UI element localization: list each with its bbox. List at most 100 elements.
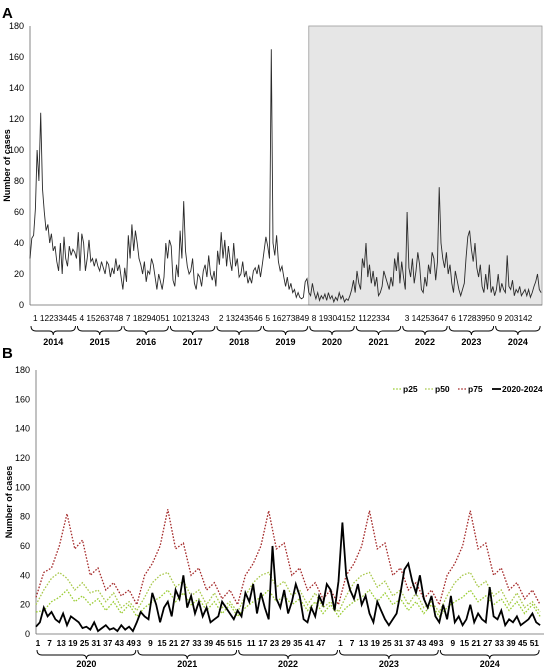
panel-b-week-tick-label: 35	[293, 638, 303, 648]
panel-b-week-tick-label: 15	[157, 638, 167, 648]
panel-b-week-tick-label: 39	[204, 638, 214, 648]
panel-a-week-tick-label: 3 14253647	[405, 313, 449, 323]
panel-b-year-brace	[439, 649, 540, 660]
panel-b-week-tick-label: 23	[270, 638, 280, 648]
panel-b-week-tick-label: 9	[148, 638, 153, 648]
panel-b-y-axis: 0 20 40 60 80 100 120 140 160 180	[15, 365, 30, 639]
panel-a-year-label: 2017	[183, 337, 203, 347]
panel-b-week-tick-label: 43	[115, 638, 125, 648]
panel-a-year-label: 2021	[368, 337, 388, 347]
panel-b-week-tick-label: 45	[216, 638, 226, 648]
panel-b-week-tick-label: 19	[371, 638, 381, 648]
panel-b-week-tick-label: 47	[316, 638, 326, 648]
panel-b-week-tick-label: 3	[439, 638, 444, 648]
panel-b-week-tick-label: 19	[68, 638, 78, 648]
legend-label-p50: p50	[435, 384, 450, 394]
panel-a-y-tick-label: 160	[9, 52, 24, 62]
panel-b-y-tick-label: 60	[20, 541, 30, 551]
panel-b-year-label: 2023	[379, 659, 399, 669]
panel-b-series-p75	[35, 509, 541, 607]
panel-a-year-label: 2024	[508, 337, 528, 347]
panel-b-week-tick-label: 1	[36, 638, 41, 648]
panel-b-legend: p25 p50 p75 2020-2024	[393, 384, 543, 394]
panel-a-year-brace	[495, 325, 541, 336]
panel-b-series-2020-2024	[35, 522, 541, 633]
panel-a-year-label: 2015	[90, 337, 110, 347]
panel-a-year-brace	[309, 325, 355, 336]
panel-b-week-tick-label: 51	[227, 638, 237, 648]
panel-b-week-tick-label: 27	[181, 638, 191, 648]
panel-b-week-tick-label: 17	[258, 638, 268, 648]
panel-b-y-tick-label: 120	[15, 453, 30, 463]
panel-b-week-tick-label: 33	[192, 638, 202, 648]
panel-b-week-tick-label: 33	[495, 638, 505, 648]
panel-b-week-tick-label: 9	[451, 638, 456, 648]
legend-label-p25: p25	[403, 384, 418, 394]
panel-b-series-lines	[35, 509, 541, 633]
panel-a-week-tick-label: 6 17283950	[451, 313, 495, 323]
panel-b-week-tick-label: 49	[429, 638, 439, 648]
panel-b-y-axis-label: Number of cases	[4, 466, 14, 539]
panel-b-week-tick-label: 27	[483, 638, 493, 648]
panel-b-week-tick-label: 7	[47, 638, 52, 648]
panel-a-year-label: 2014	[43, 337, 63, 347]
panel-b-week-tick-label: 13	[57, 638, 67, 648]
panel-b-week-tick-label: 39	[506, 638, 516, 648]
panel-a-week-tick-label: 1 12233445	[33, 313, 77, 323]
panel-b-year-brace	[339, 649, 439, 660]
panel-a: A 0 20 40 60 80 100 120 140 160 180 Number of cas…	[2, 5, 543, 347]
panel-a-y-tick-label: 60	[14, 207, 24, 217]
panel-a-label: A	[2, 5, 13, 22]
panel-a-series-line	[29, 49, 542, 304]
legend-label-2020-2024: 2020-2024	[502, 384, 543, 394]
panel-a-y-tick-label: 140	[9, 83, 24, 93]
panel-a-year-brace	[123, 325, 169, 336]
panel-b-week-tick-label: 43	[417, 638, 427, 648]
panel-b-series-p25	[35, 588, 541, 618]
panel-b-week-tick-label: 51	[530, 638, 540, 648]
panel-b-week-tick-label: 25	[382, 638, 392, 648]
panel-a-y-tick-label: 120	[9, 114, 24, 124]
panel-b-week-tick-label: 31	[394, 638, 404, 648]
panel-a-week-tick-label: 8 19304152	[312, 313, 356, 323]
panel-a-shaded-period	[308, 25, 543, 306]
panel-b-y-tick-label: 40	[20, 570, 30, 580]
panel-b-week-tick-label: 41	[305, 638, 315, 648]
panel-b-week-tick-label: 1	[338, 638, 343, 648]
panel-a-week-tick-label: 9 203142	[498, 313, 533, 323]
panel-a-y-tick-label: 0	[19, 300, 24, 310]
panel-b-y-tick-label: 0	[25, 629, 30, 639]
panel-a-week-tick-label: 2 13243546	[219, 313, 263, 323]
panel-b-year-brace	[137, 649, 238, 660]
panel-b-week-tick-label: 31	[91, 638, 101, 648]
panel-a-y-tick-label: 40	[14, 238, 24, 248]
panel-b-week-tick-label: 25	[80, 638, 90, 648]
panel-a-year-label: 2018	[229, 337, 249, 347]
panel-a-x-axis: 1 12233445 2014 4 15263748 2015 7 18294051 20…	[30, 313, 541, 347]
panel-b-year-label: 2021	[177, 659, 197, 669]
panel-b-year-label: 2024	[480, 659, 500, 669]
panel-a-year-brace	[402, 325, 448, 336]
panel-b-week-tick-label: 37	[406, 638, 416, 648]
panel-a-y-tick-label: 100	[9, 145, 24, 155]
panel-b-label: B	[2, 345, 13, 362]
panel-b-week-tick-label: 3	[136, 638, 141, 648]
panel-a-year-brace	[30, 325, 76, 336]
panel-a-year-brace	[216, 325, 262, 336]
panel-a-week-tick-label: 10213243	[172, 313, 209, 323]
panel-b-week-tick-label: 21	[472, 638, 482, 648]
panel-b-week-tick-label: 7	[350, 638, 355, 648]
panel-b-week-tick-label: 29	[282, 638, 292, 648]
panel-b-week-tick-label: 45	[518, 638, 528, 648]
panel-a-year-label: 2023	[461, 337, 481, 347]
panel-b-week-tick-label: 5	[237, 638, 242, 648]
panel-a-year-label: 2022	[415, 337, 435, 347]
panel-b-week-tick-label: 11	[247, 638, 256, 648]
panel-b-year-brace	[36, 649, 137, 660]
panel-b-week-tick-label: 21	[169, 638, 179, 648]
panel-a-year-label: 2016	[136, 337, 156, 347]
panel-a-year-brace	[77, 325, 123, 336]
panel-b-y-tick-label: 180	[15, 365, 30, 375]
